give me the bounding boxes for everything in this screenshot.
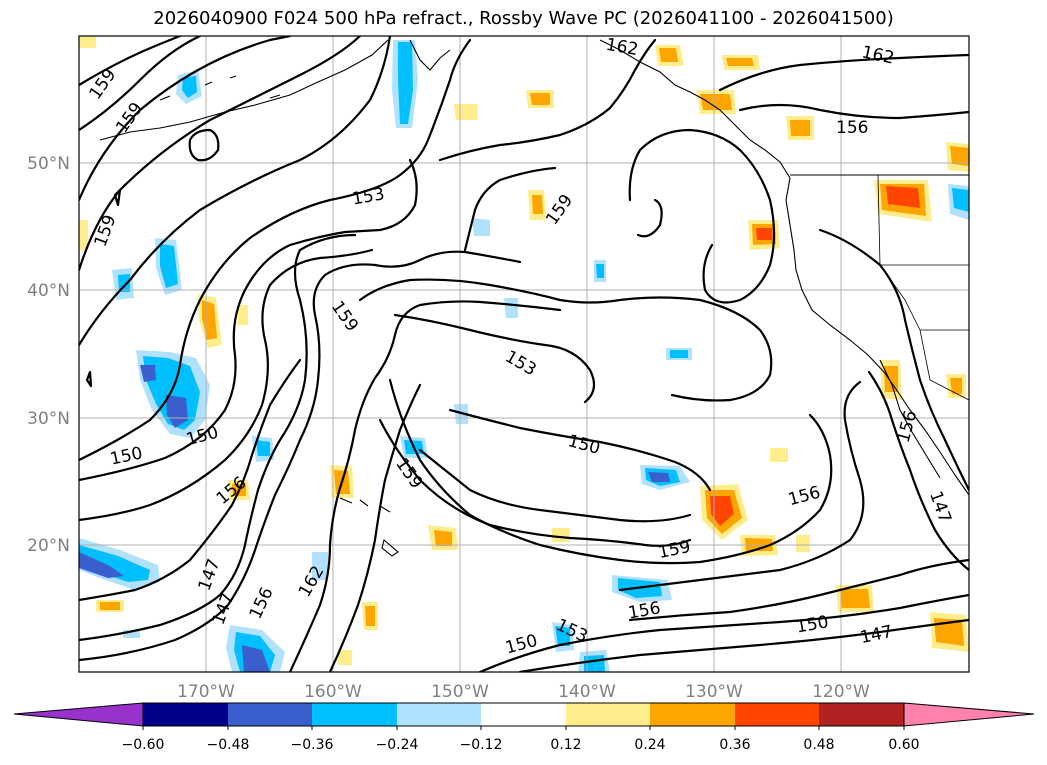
contour-label: 156 bbox=[836, 118, 868, 138]
colorbar-extend-low bbox=[13, 702, 144, 727]
graticule bbox=[79, 36, 969, 672]
lat-label: 40°N bbox=[27, 281, 70, 301]
colorbar-segment bbox=[819, 703, 904, 726]
colorbar-segment bbox=[312, 703, 397, 726]
colorbar-tick-label: 0.24 bbox=[634, 737, 665, 753]
colorbar-tick-label: 0.36 bbox=[719, 737, 750, 753]
colorbar-segment bbox=[566, 703, 650, 726]
colorbar-tick-label: −0.48 bbox=[207, 737, 250, 753]
lon-label: 120°W bbox=[812, 682, 870, 702]
colorbar-tick-label: −0.12 bbox=[460, 737, 503, 753]
colorbar-tick-label: 0.12 bbox=[550, 737, 581, 753]
lon-label: 140°W bbox=[558, 682, 616, 702]
contour-lines bbox=[79, 36, 969, 672]
map-border bbox=[78, 35, 970, 673]
latitude-labels: 50°N 40°N 30°N 20°N bbox=[27, 154, 70, 556]
colorbar-tick-label: −0.24 bbox=[376, 737, 419, 753]
lon-label: 170°W bbox=[177, 682, 235, 702]
colorbar-segment bbox=[481, 703, 566, 726]
lat-label: 50°N bbox=[27, 154, 70, 174]
lat-label: 20°N bbox=[27, 536, 70, 556]
coastlines bbox=[99, 39, 969, 557]
colorbar: −0.60 −0.48 −0.36 −0.24 −0.12 0.12 0.24 … bbox=[13, 702, 1035, 753]
lat-label: 30°N bbox=[27, 409, 70, 429]
colorbar-segment bbox=[143, 703, 228, 726]
longitude-labels: 170°W 160°W 150°W 140°W 130°W 120°W bbox=[177, 682, 870, 702]
colorbar-segment bbox=[228, 703, 312, 726]
colorbar-tick-label: −0.60 bbox=[122, 737, 165, 753]
map-title: 2026040900 F024 500 hPa refract., Rossby… bbox=[153, 8, 894, 29]
lon-label: 130°W bbox=[685, 682, 743, 702]
colorbar-segment bbox=[735, 703, 819, 726]
colorbar-segment bbox=[650, 703, 735, 726]
colorbar-segment bbox=[397, 703, 481, 726]
colorbar-tick-label: 0.60 bbox=[888, 737, 919, 753]
lon-label: 150°W bbox=[431, 682, 489, 702]
colorbar-tick-label: −0.36 bbox=[291, 737, 334, 753]
colorbar-extend-high bbox=[903, 702, 1035, 727]
colorbar-tick-label: 0.48 bbox=[803, 737, 834, 753]
lon-label: 160°W bbox=[304, 682, 362, 702]
shaded-anomalies bbox=[79, 36, 969, 672]
